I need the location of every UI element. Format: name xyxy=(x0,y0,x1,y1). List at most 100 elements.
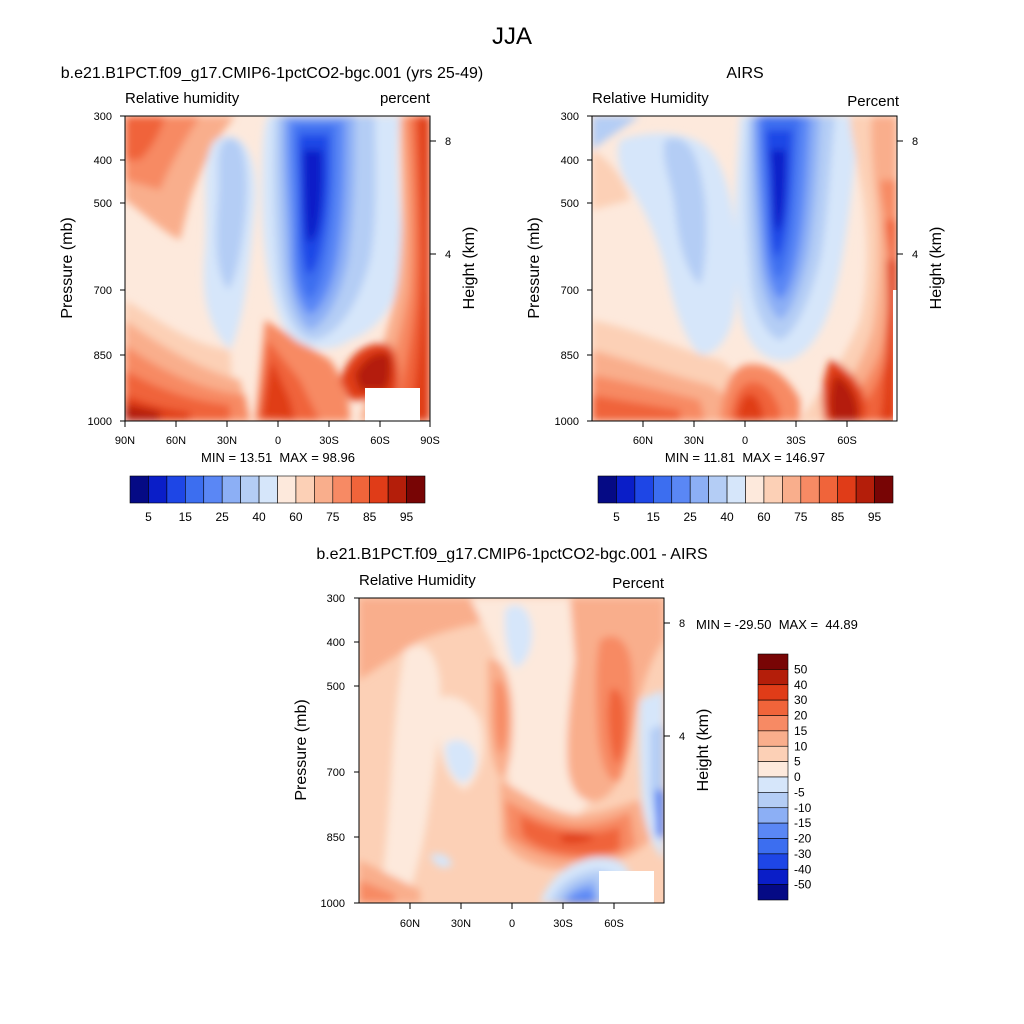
panel-diff-xtick-60n: 60N xyxy=(400,918,420,930)
panel-model-xtick-30n: 30N xyxy=(217,435,237,447)
panel-model: b.e21.B1PCT.f09_g17.CMIP6-1pctCO2-bgc.00… xyxy=(59,65,483,524)
diff-colorbar-swatch xyxy=(757,807,789,824)
airs-colorbar-label: 5 xyxy=(613,510,620,524)
diff-colorbar-swatch xyxy=(757,792,789,809)
model-colorbar-swatch xyxy=(166,475,186,504)
model-colorbar-label: 60 xyxy=(289,510,303,524)
diff-colorbar-swatch xyxy=(757,884,789,901)
diff-colorbar-swatch xyxy=(757,776,789,793)
airs-colorbar-swatch xyxy=(634,475,654,504)
panel-model-xtick-90n: 90N xyxy=(115,435,135,447)
model-colorbar-swatch xyxy=(295,475,315,504)
diff-colorbar-label: -15 xyxy=(794,816,812,830)
airs-colorbar-swatch xyxy=(726,475,746,504)
panel-diff-xtick-30n: 30N xyxy=(451,918,471,930)
airs-colorbar-swatch xyxy=(689,475,709,504)
panel-airs-left-label: Relative Humidity xyxy=(592,90,709,107)
panel-diff-contour-field xyxy=(359,598,664,903)
panel-model-y2label: Height (km) xyxy=(461,227,478,310)
airs-colorbar-swatch xyxy=(763,475,783,504)
panel-diff-ytick-500: 500 xyxy=(327,681,345,693)
model-colorbar-swatch xyxy=(369,475,389,504)
diff-colorbar-swatch xyxy=(757,853,789,870)
panel-diff: b.e21.B1PCT.f09_g17.CMIP6-1pctCO2-bgc.00… xyxy=(293,546,858,930)
panel-model-ytick-300: 300 xyxy=(94,111,112,123)
panel-airs-colorbar: 5 15 25 40 60 75 85 95 xyxy=(597,475,894,524)
diff-colorbar-label: 10 xyxy=(794,739,808,753)
panel-model-right-label: percent xyxy=(380,90,431,107)
model-colorbar-label: 85 xyxy=(363,510,377,524)
panel-airs-ytick-850: 850 xyxy=(561,350,579,362)
panel-model-contour-field xyxy=(125,116,430,421)
panel-model-ytick-500: 500 xyxy=(94,198,112,210)
airs-colorbar-label: 40 xyxy=(720,510,734,524)
diff-colorbar-label: -30 xyxy=(794,847,812,861)
model-colorbar-swatch xyxy=(129,475,149,504)
panel-airs-stats: MIN = 11.81 MAX = 146.97 xyxy=(665,450,825,465)
diff-colorbar-swatch xyxy=(757,838,789,855)
model-colorbar-label: 40 xyxy=(252,510,266,524)
panel-model-ytick-1000: 1000 xyxy=(88,416,112,428)
airs-colorbar-swatch xyxy=(782,475,802,504)
model-colorbar-label: 25 xyxy=(216,510,230,524)
model-colorbar-swatch xyxy=(203,475,223,504)
model-colorbar-label: 15 xyxy=(179,510,193,524)
model-colorbar-swatch xyxy=(277,475,297,504)
panel-airs: AIRS Relative Humidity Percent xyxy=(526,65,945,524)
diff-colorbar-swatch xyxy=(757,868,789,885)
diff-colorbar-swatch xyxy=(757,761,789,778)
panel-diff-y2tick-8: 8 xyxy=(679,618,685,630)
model-colorbar-swatch xyxy=(387,475,407,504)
diff-colorbar-swatch xyxy=(757,745,789,762)
panel-model-xtick-30s: 30S xyxy=(319,435,339,447)
panel-diff-ytick-850: 850 xyxy=(327,832,345,844)
panel-diff-title: b.e21.B1PCT.f09_g17.CMIP6-1pctCO2-bgc.00… xyxy=(316,546,707,563)
panel-diff-y2tick-4: 4 xyxy=(679,731,685,743)
airs-colorbar-swatch xyxy=(653,475,673,504)
airs-colorbar-swatch xyxy=(837,475,857,504)
panel-model-ytick-400: 400 xyxy=(94,155,112,167)
airs-colorbar-swatch xyxy=(597,475,617,504)
diff-colorbar-label: 40 xyxy=(794,678,808,692)
model-colorbar-swatch xyxy=(332,475,352,504)
diff-colorbar-label: -50 xyxy=(794,878,812,892)
diff-colorbar-label: -20 xyxy=(794,832,812,846)
panel-model-ytick-700: 700 xyxy=(94,285,112,297)
diff-colorbar-label: 50 xyxy=(794,662,808,676)
diff-colorbar-swatch xyxy=(757,730,789,747)
panel-airs-ytick-500: 500 xyxy=(561,198,579,210)
panel-model-y2tick-4: 4 xyxy=(445,249,451,261)
panel-airs-contour-field xyxy=(592,116,897,421)
airs-colorbar-swatch xyxy=(616,475,636,504)
panel-model-xtick-60s: 60S xyxy=(370,435,390,447)
panel-diff-stats: MIN = -29.50 MAX = 44.89 xyxy=(696,617,858,632)
panel-model-title: b.e21.B1PCT.f09_g17.CMIP6-1pctCO2-bgc.00… xyxy=(61,65,483,82)
panel-diff-xtick-0: 0 xyxy=(509,918,515,930)
diff-colorbar-label: 5 xyxy=(794,755,801,769)
panel-model-xtick-0: 0 xyxy=(275,435,281,447)
panel-diff-xtick-30s: 30S xyxy=(553,918,573,930)
panel-model-colorbar: 5 15 25 40 60 75 85 95 xyxy=(129,475,426,524)
airs-colorbar-swatch xyxy=(708,475,728,504)
airs-colorbar-swatch xyxy=(800,475,820,504)
airs-colorbar-swatch xyxy=(671,475,691,504)
airs-colorbar-swatch xyxy=(874,475,894,504)
panel-airs-ytick-1000: 1000 xyxy=(555,416,579,428)
panel-model-y2tick-8: 8 xyxy=(445,136,451,148)
airs-colorbar-label: 25 xyxy=(684,510,698,524)
airs-colorbar-swatch xyxy=(818,475,838,504)
panel-diff-ytick-300: 300 xyxy=(327,593,345,605)
panel-diff-ytick-700: 700 xyxy=(327,767,345,779)
panel-airs-ylabel: Pressure (mb) xyxy=(526,217,543,318)
panel-model-ylabel: Pressure (mb) xyxy=(59,217,76,318)
airs-colorbar-label: 75 xyxy=(794,510,808,524)
airs-colorbar-label: 60 xyxy=(757,510,771,524)
model-colorbar-swatch xyxy=(258,475,278,504)
panel-airs-xtick-30s: 30S xyxy=(786,435,806,447)
diff-colorbar-swatch xyxy=(757,684,789,701)
panel-airs-y2label: Height (km) xyxy=(928,227,945,310)
panel-diff-y2label: Height (km) xyxy=(695,709,712,792)
model-colorbar-swatch xyxy=(350,475,370,504)
